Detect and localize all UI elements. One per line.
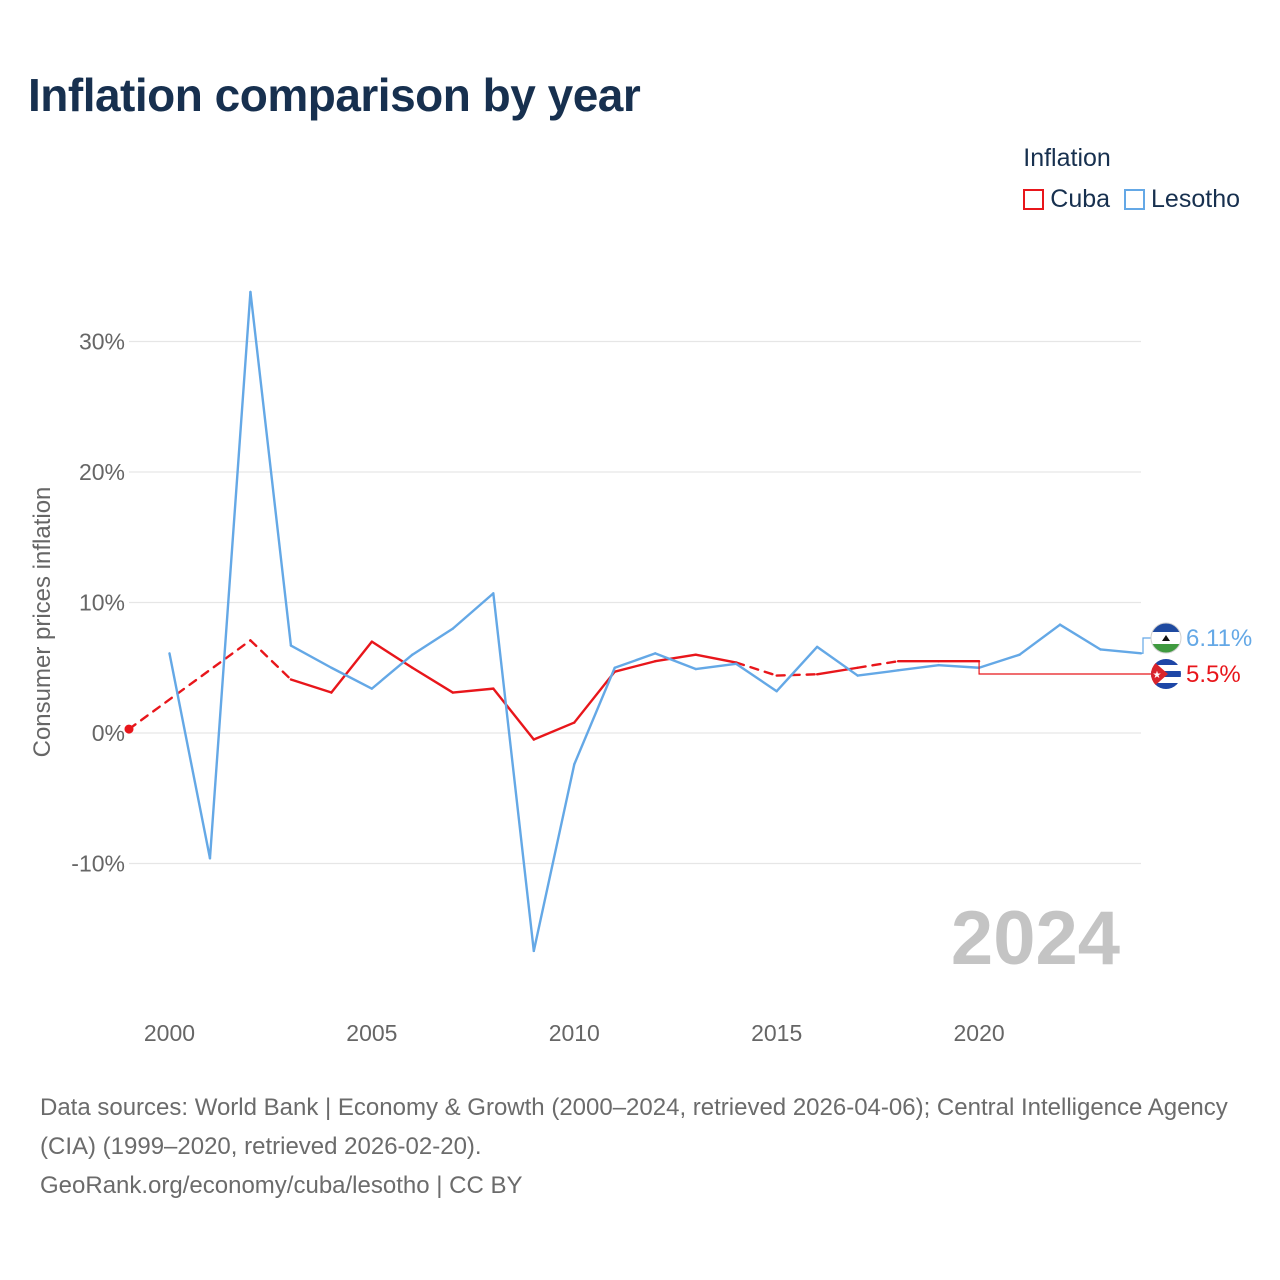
line-segment	[451, 687, 495, 694]
line-segment	[532, 721, 576, 741]
legend-label-cuba: Cuba	[1050, 185, 1111, 213]
line-segment	[370, 640, 414, 669]
line-segment	[249, 290, 293, 647]
line-segment	[735, 662, 778, 693]
line-segment	[694, 653, 738, 664]
line-segment	[289, 644, 333, 669]
y-axis-title: Consumer prices inflation	[29, 487, 56, 758]
x-tick-label: 2000	[144, 1020, 195, 1046]
end-markers: ★ 6.11% 5.5%	[978, 622, 1252, 689]
line-segment	[249, 639, 293, 681]
series-lines	[124, 290, 1143, 953]
line-segment	[208, 290, 252, 860]
line-segment	[977, 653, 1021, 669]
series-lesotho	[168, 290, 1143, 953]
line-segment	[613, 660, 657, 673]
y-tick-label: -10%	[71, 851, 125, 877]
line-chart: -10% 0% 10% 20% 30% 2000 2005 2010 2015 2020 Con…	[29, 290, 1252, 1046]
line-segment	[856, 660, 900, 669]
legend-title: Inflation	[1023, 144, 1111, 172]
data-point	[124, 724, 134, 734]
y-tick-label: 30%	[79, 329, 125, 355]
line-segment	[168, 652, 212, 860]
y-tick-label: 0%	[92, 720, 125, 746]
y-axis-ticks: -10% 0% 10% 20% 30%	[71, 329, 125, 877]
legend-swatch-lesotho	[1124, 189, 1146, 210]
data-sources: Data sources: World Bank | Economy & Gro…	[40, 1094, 1228, 1160]
year-watermark: 2024	[951, 896, 1120, 981]
lesotho-flag-icon	[1151, 623, 1181, 653]
legend-item-lesotho[interactable]: Lesotho	[1124, 185, 1240, 214]
line-segment	[289, 678, 333, 694]
credit-link[interactable]: GeoRank.org/economy/cuba/lesotho | CC BY	[40, 1172, 523, 1199]
line-segment	[492, 592, 535, 953]
line-segment	[654, 653, 697, 663]
gridlines	[129, 340, 1141, 865]
line-segment	[937, 663, 981, 669]
line-segment	[1099, 648, 1143, 655]
legend: Inflation Cuba Lesotho	[1023, 144, 1240, 214]
line-segment	[896, 663, 940, 672]
line-segment	[492, 687, 535, 741]
series-cuba	[124, 639, 981, 741]
line-segment	[613, 652, 657, 669]
line-segment	[370, 653, 414, 690]
line-segment	[411, 627, 455, 656]
line-segment	[815, 645, 859, 677]
y-tick-label: 20%	[79, 459, 125, 485]
cuba-connector	[978, 661, 1151, 675]
line-segment	[1018, 623, 1062, 656]
line-segment	[694, 662, 738, 671]
legend-swatch-cuba	[1023, 189, 1045, 210]
cuba-end-value: 5.5%	[1186, 661, 1241, 688]
line-segment	[654, 652, 697, 671]
line-segment	[127, 639, 252, 731]
line-segment	[451, 592, 495, 630]
x-tick-label: 2005	[346, 1020, 397, 1046]
line-segment	[856, 669, 900, 677]
y-tick-label: 10%	[79, 590, 125, 616]
x-tick-label: 2015	[751, 1020, 802, 1046]
lesotho-connector	[1141, 637, 1151, 654]
x-axis-ticks: 2000 2005 2010 2015 2020	[144, 1020, 1005, 1046]
cuba-flag-icon: ★	[1151, 659, 1181, 689]
line-segment	[411, 666, 455, 694]
footer: Data sources: World Bank | Economy & Gro…	[40, 1088, 1240, 1205]
line-segment	[573, 666, 616, 766]
legend-item-cuba[interactable]: Cuba	[1023, 185, 1110, 214]
x-tick-label: 2010	[549, 1020, 600, 1046]
line-segment	[330, 666, 374, 690]
line-segment	[735, 661, 778, 677]
chart-title: Inflation comparison by year	[28, 69, 641, 121]
lesotho-end-value: 6.11%	[1186, 625, 1252, 652]
line-segment	[532, 763, 576, 953]
line-segment	[775, 673, 819, 677]
legend-label-lesotho: Lesotho	[1151, 185, 1240, 213]
line-segment	[573, 670, 616, 724]
line-segment	[815, 666, 859, 676]
line-segment	[330, 640, 374, 694]
x-tick-label: 2020	[953, 1020, 1004, 1046]
line-segment	[775, 645, 819, 693]
svg-text:★: ★	[1153, 670, 1162, 681]
line-segment	[1058, 623, 1102, 651]
